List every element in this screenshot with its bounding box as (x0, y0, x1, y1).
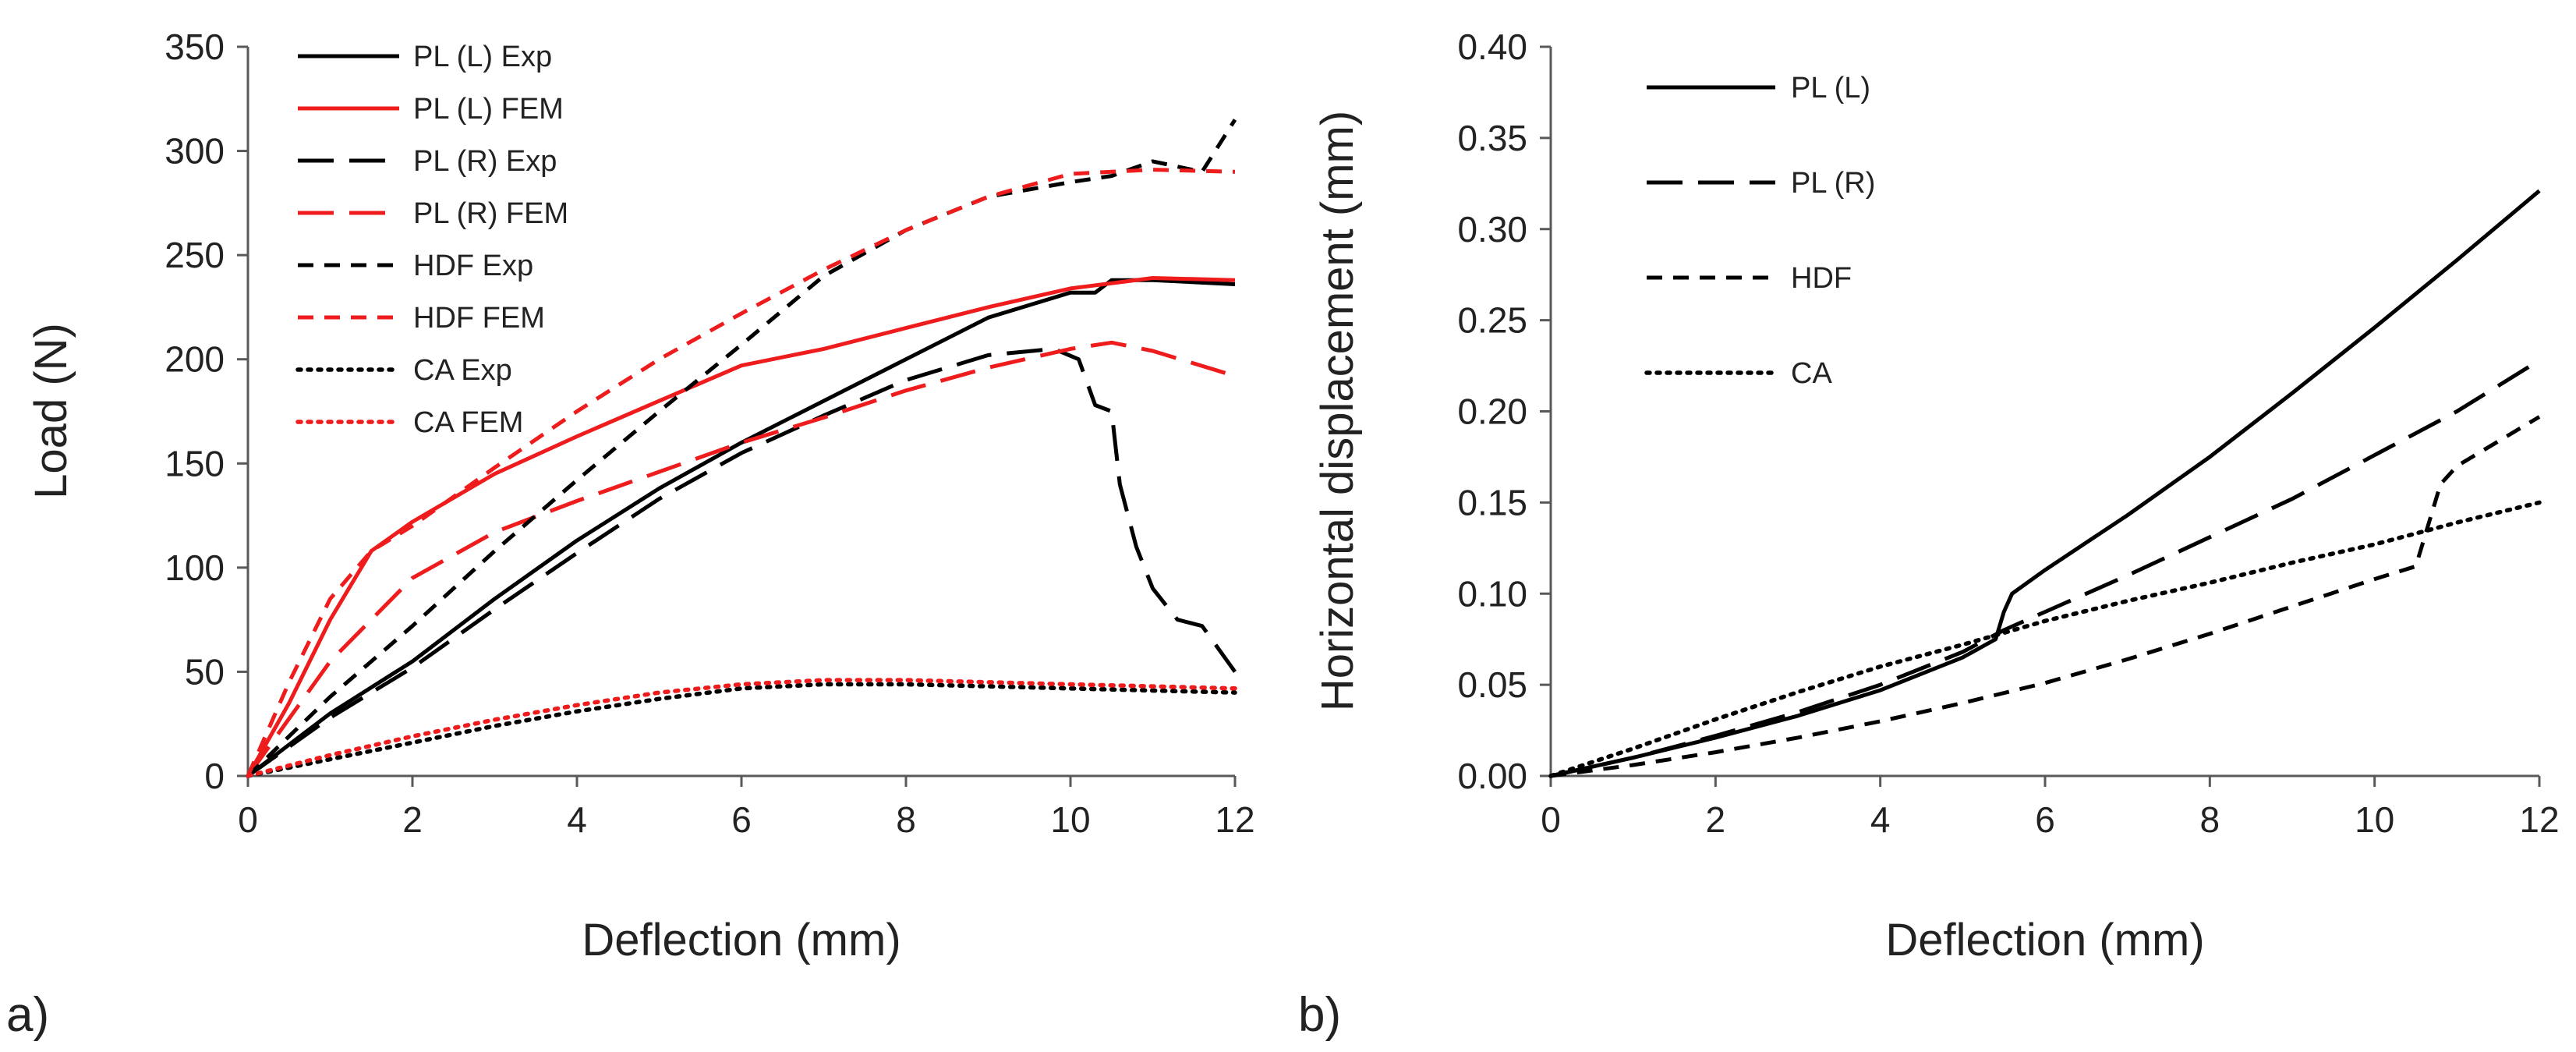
panel-a-series (246, 119, 1237, 778)
panel-b-series-pl-l (1550, 189, 2541, 778)
panel-a-series-pl-l-fem (246, 276, 1236, 777)
panel-b-legend-label-ca: CA (1791, 357, 1832, 390)
panel-b-series-hdf (1550, 415, 2541, 778)
panel-a-series-hdf-exp (246, 119, 1237, 777)
panel-a-x-tick-label: 6 (731, 799, 752, 840)
panel-b-x-tick-label: 12 (2519, 799, 2559, 840)
panel-b-y-tick-label: 0.35 (1457, 118, 1527, 158)
panel-b-x-tick-label: 0 (1541, 799, 1561, 840)
panel-b-label: b) (1298, 988, 1341, 1042)
panel-a-y-tick-label: 150 (165, 443, 225, 483)
panel-a-y-tick-label: 100 (165, 547, 225, 588)
panel-b-displacement-chart: 0 2 4 6 8 10 12 0.000.050.100.150.200.250.300.… (1298, 27, 2560, 1042)
panel-a-series-pl-l-exp (246, 278, 1236, 777)
panel-b-y-tick-label: 0.15 (1457, 482, 1527, 522)
panel-a-y-tick-label: 0 (204, 756, 225, 796)
panel-b-y-ticks: 0.00 0.05 0.10 0.15 0.20 0.25 0.30 0.35 0.40 (1457, 27, 1551, 796)
panel-b-legend-label-pl-r: PL (R) (1791, 167, 1875, 200)
panel-a-x-tick-label: 0 (238, 799, 258, 840)
panel-a-y-ticks: 0 50 100 150 200 250 300 350 (165, 27, 248, 796)
panel-a-legend-label-pl-r-exp: PL (R) Exp (413, 145, 557, 178)
panel-b-x-tick-label: 6 (2035, 799, 2055, 840)
panel-a-x-tick-label: 2 (402, 799, 423, 840)
panel-a-legend-label-pl-l-fem: PL (L) FEM (413, 93, 564, 126)
panel-a-series-hdf-fem (246, 168, 1236, 777)
panel-b-y-tick-label: 0.25 (1457, 300, 1527, 341)
panel-a-x-tick-label: 4 (567, 799, 587, 840)
panel-a-y-tick-label: 250 (165, 235, 225, 275)
panel-a-label: a) (6, 988, 49, 1042)
panel-a-x-axis-label: Deflection (mm) (582, 915, 901, 965)
panel-a-load-chart: 0 2 4 6 8 10 12 0 50 100 150 200 250 300 350 PL (L) E… (6, 27, 1255, 1042)
panel-a-legend-label-hdf-exp: HDF Exp (413, 250, 533, 282)
panel-a-legend-label-pl-r-fem: PL (R) FEM (413, 197, 568, 230)
panel-a-x-tick-label: 12 (1215, 799, 1254, 840)
panel-b-x-axis-label: Deflection (mm) (1885, 915, 2204, 965)
panel-b-legend-label-hdf: HDF (1791, 262, 1852, 295)
panel-a-x-ticks: 0 2 4 6 8 10 12 (238, 776, 1255, 840)
panel-b-legend-label-pl-l: PL (L) (1791, 72, 1870, 104)
panel-a-y-tick-label: 50 (185, 651, 225, 692)
panel-b-y-axis-label: Horizontal displacement (mm) (1312, 111, 1363, 711)
panel-a-legend-label-pl-l-exp: PL (L) Exp (413, 41, 552, 73)
panel-b-y-tick-label: 0.30 (1457, 209, 1527, 250)
panel-b-series (1548, 189, 2542, 778)
panel-b-legend: PL (L) PL (R) HDF CA (1644, 72, 1875, 390)
panel-a-x-tick-label: 8 (896, 799, 916, 840)
panel-b-series-ca (1548, 500, 2542, 778)
panel-b-x-tick-label: 8 (2200, 799, 2220, 840)
panel-b-y-tick-label: 0.05 (1457, 664, 1527, 705)
panel-a-series-pl-r-exp (246, 346, 1237, 778)
panel-a-series-ca-exp (246, 682, 1237, 778)
panel-a-x-tick-label: 10 (1050, 799, 1090, 840)
panel-b-y-tick-label: 0.10 (1457, 573, 1527, 614)
panel-b-x-tick-label: 4 (1870, 799, 1891, 840)
panel-b-x-tick-label: 2 (1706, 799, 1726, 840)
panel-a-series-ca-fem (246, 678, 1237, 778)
panel-a-legend-label-ca-fem: CA FEM (413, 406, 523, 439)
panel-b-y-tick-label: 0.40 (1457, 27, 1527, 67)
panel-a-legend-label-hdf-fem: HDF FEM (413, 302, 545, 335)
panel-b-y-tick-label: 0.20 (1457, 391, 1527, 432)
panel-a-legend-label-ca-exp: CA Exp (413, 354, 512, 387)
panel-b-x-tick-label: 10 (2355, 799, 2394, 840)
panel-a-y-tick-label: 300 (165, 131, 225, 172)
panel-a-y-tick-label: 200 (165, 339, 225, 380)
panel-a-y-axis-label: Load (N) (26, 323, 76, 499)
panel-a-legend: PL (L) Exp PL (L) FEM PL (R) Exp PL (R) FEM… (295, 41, 568, 439)
panel-b-x-ticks: 0 2 4 6 8 10 12 (1541, 776, 2560, 840)
panel-a-series-pl-r-fem (246, 340, 1236, 777)
panel-b-series-pl-r (1550, 358, 2541, 778)
panel-b-y-tick-label: 0.00 (1457, 756, 1527, 796)
panel-a-y-tick-label: 350 (165, 27, 225, 67)
